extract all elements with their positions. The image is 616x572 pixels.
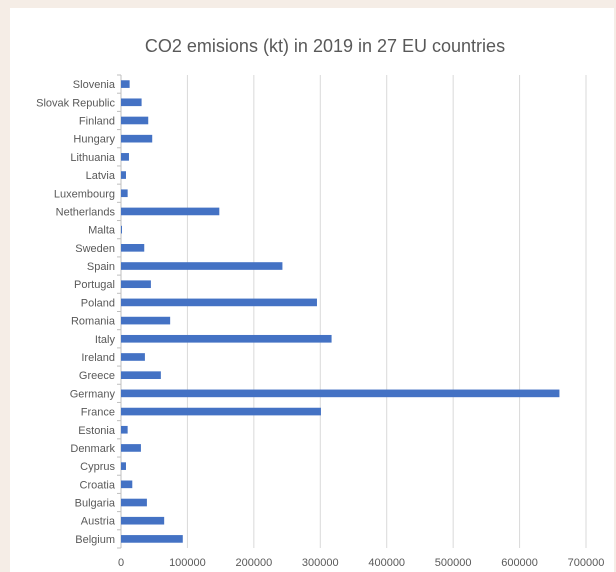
x-tick-label: 700000 — [568, 557, 605, 569]
category-labels: Slovenia Slovak Republic Finland Hungary Lit… — [36, 79, 116, 546]
x-tick-label: 100000 — [169, 557, 206, 569]
category-label: Slovenia — [73, 79, 116, 91]
category-label: Estonia — [78, 425, 116, 437]
bar-ireland — [121, 353, 145, 361]
category-label: Austria — [81, 516, 116, 528]
bar-malta — [121, 225, 122, 234]
bar-bulgaria — [121, 498, 147, 507]
category-label: Spain — [87, 261, 115, 273]
bar-slovenia — [121, 80, 130, 88]
category-label: Germany — [70, 388, 116, 400]
category-label: Poland — [81, 297, 115, 309]
category-label: Ireland — [81, 352, 115, 364]
bar-croatia — [121, 480, 133, 489]
bar-belgium — [121, 535, 183, 543]
bar-sweden — [121, 244, 145, 252]
bar-poland — [121, 298, 317, 307]
bar-denmark — [121, 444, 141, 452]
x-tick-label: 300000 — [302, 557, 339, 569]
category-label: Lithuania — [70, 152, 116, 164]
bar-chart: CO2 emisions (kt) in 2019 in 27 EU count… — [36, 36, 604, 569]
bar-portugal — [121, 280, 151, 289]
bar-lithuania — [121, 153, 129, 161]
x-tick-label: 400000 — [368, 557, 405, 569]
bar-austria — [121, 516, 165, 525]
bars — [121, 80, 560, 543]
x-tick-label: 500000 — [435, 557, 472, 569]
bar-estonia — [121, 425, 128, 434]
bar-france — [121, 407, 321, 416]
category-axis — [117, 74, 122, 549]
bar-hungary — [121, 134, 153, 143]
category-label: Bulgaria — [75, 498, 116, 510]
bar-netherlands — [121, 207, 220, 216]
x-tick-label: 600000 — [501, 557, 538, 569]
x-tick-label: 0 — [118, 557, 124, 569]
bar-romania — [121, 316, 171, 325]
category-label: Denmark — [70, 443, 115, 455]
category-label: Latvia — [86, 170, 116, 182]
category-label: Sweden — [75, 243, 115, 255]
category-label: Malta — [88, 225, 116, 237]
gridlines — [186, 75, 587, 548]
chart-panel: CO2 emisions (kt) in 2019 in 27 EU count… — [10, 8, 614, 572]
bar-slovak-republic — [121, 98, 142, 107]
category-label: Romania — [71, 316, 116, 328]
category-label: Finland — [79, 115, 115, 127]
chart-title: CO2 emisions (kt) in 2019 in 27 EU count… — [145, 36, 505, 56]
bar-italy — [121, 334, 332, 343]
x-tick-labels: 0 100000 200000 300000 400000 500000 600000 700… — [118, 557, 604, 569]
category-label: Italy — [95, 334, 116, 346]
bar-latvia — [121, 171, 126, 179]
bar-spain — [121, 262, 283, 270]
category-label: Portugal — [74, 279, 115, 291]
category-label: Hungary — [73, 134, 115, 146]
bar-cyprus — [121, 462, 126, 470]
x-tick-label: 200000 — [235, 557, 272, 569]
category-label: Cyprus — [80, 461, 115, 473]
bar-finland — [121, 116, 149, 125]
bar-greece — [121, 371, 161, 379]
category-label: Belgium — [75, 534, 115, 546]
category-label: Netherlands — [56, 206, 116, 218]
category-label: Slovak Republic — [36, 97, 115, 109]
category-label: Croatia — [80, 479, 116, 491]
category-label: France — [81, 407, 115, 419]
category-label: Greece — [79, 370, 115, 382]
bar-luxembourg — [121, 189, 128, 198]
category-label: Luxembourg — [54, 188, 115, 200]
bar-germany — [121, 389, 560, 398]
